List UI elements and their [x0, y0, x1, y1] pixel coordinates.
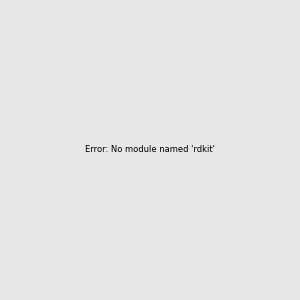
Text: Error: No module named 'rdkit': Error: No module named 'rdkit' — [85, 146, 215, 154]
